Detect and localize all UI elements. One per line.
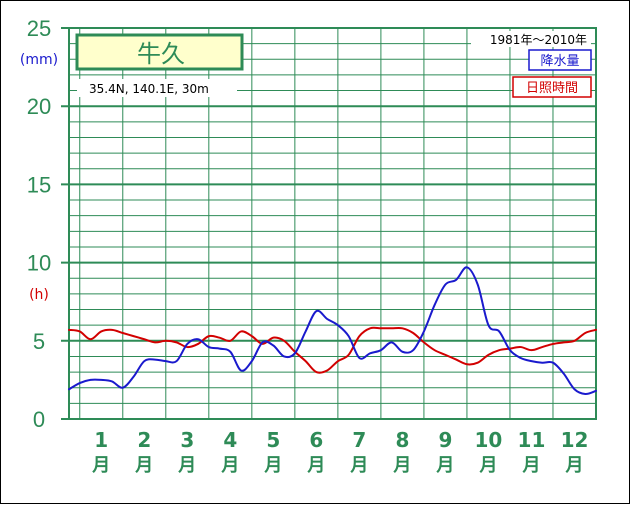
y-tick-label: 20 [27,94,51,119]
month-number-label: 7 [352,428,366,452]
coords-bg [77,79,237,97]
month-kanji-label: 月 [349,455,368,476]
month-number-label: 8 [395,428,409,452]
month-kanji-label: 月 [521,455,540,476]
station-coords: 35.4N, 140.1E, 30m [89,82,209,96]
month-number-label: 5 [266,428,280,452]
y-tick-label: 15 [27,172,51,197]
month-number-label: 4 [223,428,237,452]
sunshine-unit: (h) [29,287,49,303]
month-kanji-label: 月 [220,455,239,476]
month-kanji-label: 月 [306,455,325,476]
period-bg [471,31,591,47]
y-tick-label: 0 [33,407,45,432]
y-axis-ticks: 0 5 10 15 20 25 [27,16,51,432]
y-tick-label: 5 [33,329,45,354]
y-tick-label: 25 [27,16,51,41]
legend-precip-box [528,49,592,71]
month-number-label: 11 [518,428,546,452]
month-kanji-label: 月 [564,455,583,476]
y-tick-label: 10 [27,251,51,276]
month-kanji-label: 月 [177,455,196,476]
month-number-label: 1 [94,428,108,452]
month-kanji-label: 月 [263,455,282,476]
month-kanji-label: 月 [134,455,153,476]
month-kanji-label: 月 [478,455,497,476]
month-number-label: 3 [180,428,194,452]
precip-unit: (mm) [20,52,58,68]
plot-border [68,27,597,420]
x-axis-month-labels: 1 月 2 月 3 月 4 月 5 月 6 月 7 月 8 月 9 月 10 月 11 月 12 月 [91,428,588,476]
precipitation-line [68,266,597,395]
data-series [68,266,597,395]
legend-sunshine-box [512,76,592,98]
month-number-label: 12 [561,428,589,452]
month-number-label: 6 [309,428,323,452]
month-kanji-label: 月 [91,455,110,476]
period-label: 1981年〜2010年 [490,33,587,47]
month-number-label: 9 [438,428,452,452]
sunshine-line [68,326,597,374]
legend-sunshine-label: 日照時間 [526,81,578,96]
station-name-box [75,33,244,71]
month-number-label: 10 [475,428,503,452]
legend-precip-label: 降水量 [540,54,579,69]
station-name: 牛久 [137,40,185,68]
month-kanji-label: 月 [392,455,411,476]
month-number-label: 2 [137,428,151,452]
month-kanji-label: 月 [435,455,454,476]
